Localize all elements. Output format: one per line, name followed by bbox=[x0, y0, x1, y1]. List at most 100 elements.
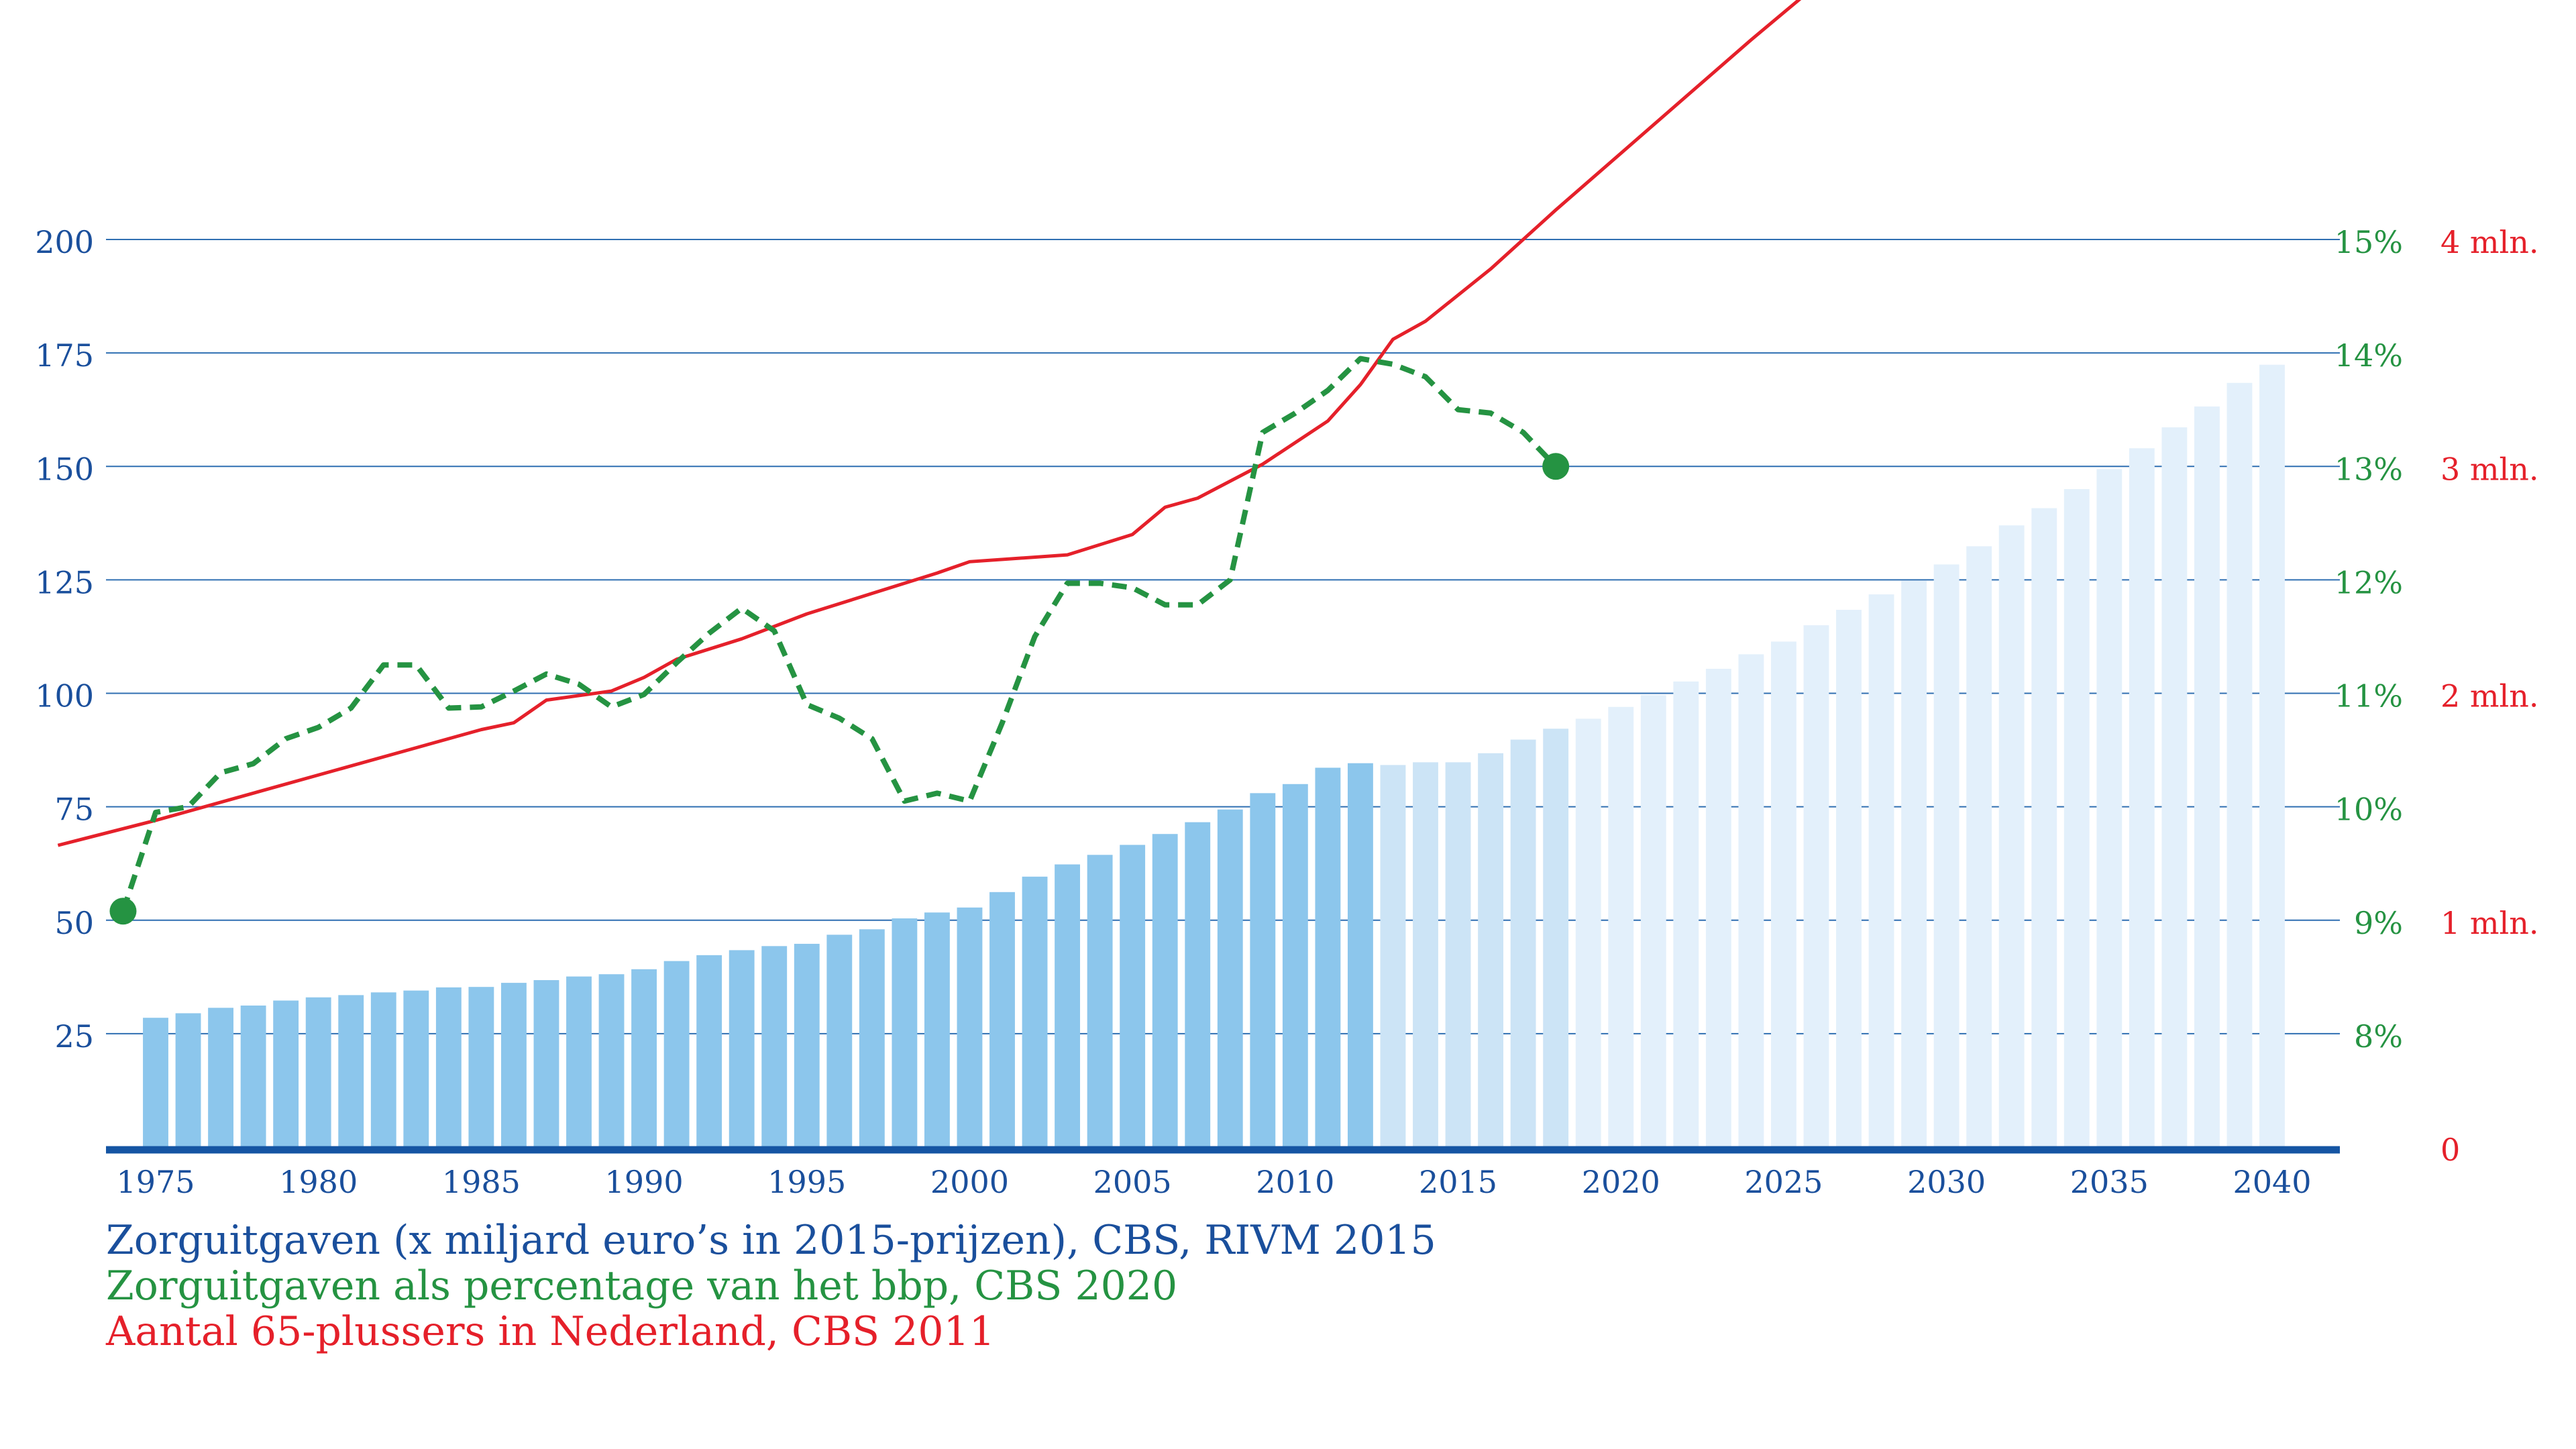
right-axis-seniors: 0 1 mln. 2 mln. 3 mln. 4 mln. bbox=[2440, 224, 2538, 1168]
spending-bar bbox=[435, 987, 462, 1147]
spending-bar bbox=[1836, 610, 1862, 1147]
spending-bar bbox=[2161, 427, 2188, 1147]
spending-bar bbox=[1152, 834, 1178, 1147]
percent-tick-label: 14% bbox=[2334, 337, 2403, 374]
x-tick-label: 2000 bbox=[930, 1164, 1009, 1200]
gridlines bbox=[106, 239, 2340, 1034]
spending-bar bbox=[1022, 876, 1048, 1147]
x-tick-label: 2020 bbox=[1582, 1164, 1660, 1200]
spending-bar bbox=[1380, 765, 1406, 1147]
spending-bar bbox=[957, 907, 983, 1147]
spending-bar bbox=[1120, 845, 1146, 1147]
x-tick-label: 1990 bbox=[605, 1164, 684, 1200]
spending-bar bbox=[1315, 767, 1341, 1147]
spending-bar bbox=[1738, 654, 1764, 1147]
spending-bar bbox=[892, 918, 918, 1147]
spending-bar bbox=[403, 990, 429, 1147]
legend: Zorguitgaven (x miljard euro’s in 2015-p… bbox=[106, 1218, 1436, 1354]
left-tick-label: 175 bbox=[35, 337, 94, 374]
spending-bar bbox=[273, 1000, 299, 1147]
spending-bar bbox=[1608, 706, 1634, 1147]
spending-bar bbox=[598, 974, 625, 1147]
spending-bar bbox=[533, 980, 559, 1147]
spending-bar bbox=[2259, 364, 2285, 1147]
spending-bar bbox=[924, 912, 950, 1147]
percent-tick-label: 15% bbox=[2334, 224, 2403, 260]
spending-bar bbox=[468, 987, 494, 1147]
spending-bar bbox=[1445, 762, 1471, 1147]
spending-bar bbox=[1966, 546, 1992, 1147]
spending-bar bbox=[1510, 739, 1536, 1147]
x-tick-label: 1985 bbox=[442, 1164, 521, 1200]
spending-bar bbox=[1770, 641, 1796, 1147]
spending-bar bbox=[208, 1008, 234, 1147]
spending-bar bbox=[338, 995, 364, 1147]
seniors-tick-label: 1 mln. bbox=[2440, 905, 2538, 941]
percent-tick-label: 10% bbox=[2334, 792, 2403, 828]
spending-bar bbox=[1250, 793, 1276, 1147]
spending-bar bbox=[1673, 681, 1699, 1147]
seniors-line bbox=[57, 0, 1802, 847]
bbp-endpoint-marker bbox=[109, 898, 137, 925]
spending-bar bbox=[1217, 809, 1243, 1147]
x-tick-label: 2040 bbox=[2233, 1164, 2311, 1200]
left-tick-label: 100 bbox=[35, 678, 94, 714]
x-tick-label: 2025 bbox=[1744, 1164, 1823, 1200]
spending-bar bbox=[1901, 580, 1927, 1147]
spending-bar bbox=[143, 1018, 168, 1147]
left-axis: 25 50 75 100 125 150 175 200 bbox=[35, 224, 94, 1055]
spending-bar bbox=[305, 997, 331, 1147]
seniors-tick-label: 0 bbox=[2440, 1132, 2460, 1168]
spending-bar bbox=[566, 976, 592, 1147]
spending-bar bbox=[1803, 625, 1829, 1147]
spending-bar bbox=[1640, 695, 1666, 1147]
x-tick-label: 1980 bbox=[279, 1164, 358, 1200]
seniors-tick-label: 3 mln. bbox=[2440, 451, 2538, 487]
spending-bar bbox=[500, 983, 527, 1147]
spending-bar bbox=[1575, 718, 1601, 1147]
legend-seniors: Aantal 65-plussers in Nederland, CBS 201… bbox=[106, 1308, 995, 1355]
left-tick-label: 25 bbox=[54, 1018, 94, 1055]
spending-bar bbox=[2194, 406, 2220, 1147]
spending-bar bbox=[1543, 729, 1569, 1147]
x-tick-label: 2030 bbox=[1907, 1164, 1986, 1200]
seniors-tick-label: 4 mln. bbox=[2440, 224, 2538, 260]
spending-bar bbox=[1998, 525, 2025, 1147]
spending-bar bbox=[631, 969, 657, 1147]
spending-bar bbox=[240, 1005, 266, 1147]
bbp-line bbox=[120, 356, 1558, 912]
spending-bar bbox=[1087, 855, 1113, 1147]
spending-bar bbox=[1055, 864, 1081, 1147]
spending-bar bbox=[859, 929, 885, 1147]
percent-tick-label: 13% bbox=[2334, 451, 2403, 487]
spending-bar bbox=[989, 892, 1015, 1147]
spending-bar bbox=[2063, 489, 2090, 1147]
spending-bar bbox=[2031, 508, 2057, 1147]
spending-bar bbox=[1478, 753, 1504, 1147]
x-tick-label: 2010 bbox=[1256, 1164, 1334, 1200]
x-axis-ticks: 1975 1980 1985 1990 1995 2000 2005 2010 2015 2020… bbox=[116, 1164, 2311, 1200]
x-tick-label: 2035 bbox=[2070, 1164, 2149, 1200]
spending-bar bbox=[2096, 469, 2123, 1147]
percent-tick-label: 11% bbox=[2334, 678, 2403, 714]
percent-tick-label: 9% bbox=[2354, 905, 2403, 941]
spending-bar bbox=[826, 934, 853, 1147]
spending-bar bbox=[1705, 668, 1731, 1147]
spending-bar bbox=[1868, 594, 1894, 1147]
spending-bar bbox=[1185, 822, 1211, 1147]
x-tick-label: 1995 bbox=[767, 1164, 846, 1200]
spending-bar bbox=[1413, 762, 1438, 1147]
spending-bar bbox=[370, 992, 396, 1147]
spending-bar bbox=[729, 950, 755, 1147]
spending-bar bbox=[761, 946, 788, 1147]
legend-spending: Zorguitgaven (x miljard euro’s in 2015-p… bbox=[106, 1217, 1436, 1264]
left-tick-label: 75 bbox=[54, 792, 94, 828]
spending-bar bbox=[175, 1013, 201, 1147]
spending-bar bbox=[1933, 564, 1960, 1147]
left-tick-label: 125 bbox=[35, 564, 94, 600]
series-lines bbox=[57, 0, 1802, 925]
percent-tick-label: 12% bbox=[2334, 564, 2403, 600]
left-tick-label: 150 bbox=[35, 451, 94, 487]
legend-bbp-percentage: Zorguitgaven als percentage van het bbp,… bbox=[106, 1263, 1178, 1309]
